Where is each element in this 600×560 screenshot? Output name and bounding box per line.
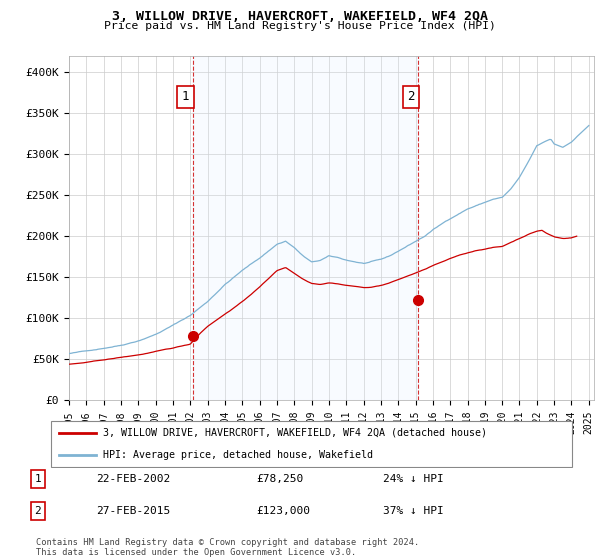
Text: 2: 2 [34, 506, 41, 516]
Text: 27-FEB-2015: 27-FEB-2015 [96, 506, 170, 516]
Text: 24% ↓ HPI: 24% ↓ HPI [383, 474, 443, 484]
Text: Price paid vs. HM Land Registry's House Price Index (HPI): Price paid vs. HM Land Registry's House … [104, 21, 496, 31]
Bar [193, 56, 418, 400]
Text: 22-FEB-2002: 22-FEB-2002 [96, 474, 170, 484]
Text: 1: 1 [34, 474, 41, 484]
Text: 2: 2 [407, 91, 415, 104]
Text: 3, WILLOW DRIVE, HAVERCROFT, WAKEFIELD, WF4 2QA (detached house): 3, WILLOW DRIVE, HAVERCROFT, WAKEFIELD, … [103, 428, 487, 438]
Text: 3, WILLOW DRIVE, HAVERCROFT, WAKEFIELD, WF4 2QA: 3, WILLOW DRIVE, HAVERCROFT, WAKEFIELD, … [112, 10, 488, 23]
Text: 1: 1 [182, 91, 190, 104]
Text: 37% ↓ HPI: 37% ↓ HPI [383, 506, 443, 516]
Text: HPI: Average price, detached house, Wakefield: HPI: Average price, detached house, Wake… [103, 450, 373, 460]
Text: £123,000: £123,000 [256, 506, 310, 516]
FancyBboxPatch shape [50, 422, 572, 466]
Text: Contains HM Land Registry data © Crown copyright and database right 2024.
This d: Contains HM Land Registry data © Crown c… [36, 538, 419, 557]
Text: £78,250: £78,250 [256, 474, 303, 484]
